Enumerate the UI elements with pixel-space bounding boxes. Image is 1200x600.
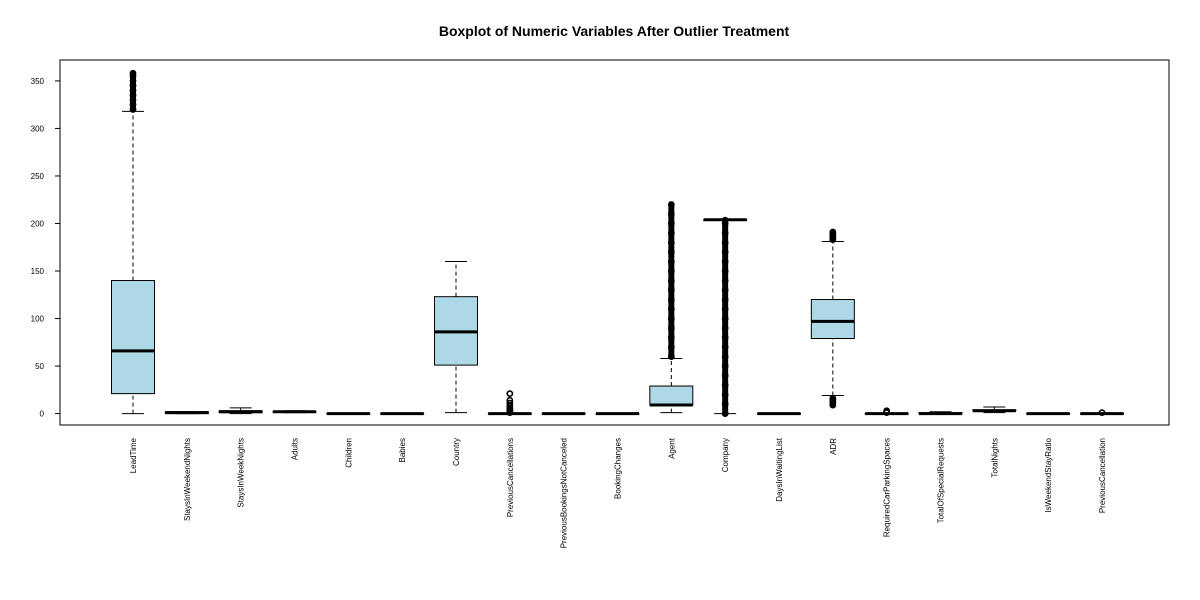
y-tick-label: 150 xyxy=(31,267,45,276)
outlier-point xyxy=(883,407,891,415)
box-PreviousCancellations xyxy=(487,390,532,417)
x-tick-label: StaysInWeekendNights xyxy=(183,438,192,521)
y-axis: 0 50 100 150 200 250 300 350 xyxy=(31,77,61,419)
box-PreviousCancellation xyxy=(1080,409,1124,417)
y-tick-label: 350 xyxy=(31,77,45,86)
x-tick-label: Children xyxy=(344,438,353,468)
y-tick-label: 200 xyxy=(31,219,45,228)
x-tick-label: RequiredCarParkingSpaces xyxy=(883,438,892,537)
box-Children xyxy=(326,412,371,416)
box-TotalNights xyxy=(972,406,1017,414)
x-tick-label: Country xyxy=(452,438,461,466)
box-BookingChanges xyxy=(595,412,640,416)
x-tick-label: BookingChanges xyxy=(614,438,623,499)
box-PreviousBookingsNotCanceled xyxy=(541,412,586,416)
x-tick-label: TotalNights xyxy=(990,438,999,478)
box-IsWeekendStayRatio xyxy=(1026,412,1071,416)
plot-frame xyxy=(59,59,1170,426)
x-tick-label: TotalOfSpecialRequests xyxy=(937,438,946,523)
x-tick-label: PreviousCancellations xyxy=(506,438,515,517)
y-tick-label: 300 xyxy=(31,124,45,133)
x-tick-label: StaysInWeekNights xyxy=(237,438,246,508)
box-RequiredCarParkingSpaces xyxy=(864,407,909,417)
x-tick-label: Company xyxy=(721,438,730,472)
x-tick-label: Babies xyxy=(398,438,407,462)
x-tick-label: Agent xyxy=(667,437,676,459)
box-TotalOfSpecialRequests xyxy=(918,411,963,416)
x-tick-label: ADR xyxy=(829,438,838,455)
outlier-point xyxy=(506,390,514,398)
box-ADR xyxy=(810,228,855,409)
outlier-point xyxy=(1098,409,1106,417)
box-LeadTime xyxy=(111,69,155,415)
outlier-point xyxy=(506,399,514,407)
box-StaysInWeekendNights xyxy=(164,411,209,415)
x-axis-labels: LeadTime StaysInWeekendNights StaysInWeekN… xyxy=(129,437,1107,548)
y-tick-label: 100 xyxy=(31,315,45,324)
x-tick-label: PreviousCancellation xyxy=(1098,438,1107,513)
x-tick-label: IsWeekendStayRatio xyxy=(1044,437,1053,512)
box-Adults xyxy=(272,410,317,414)
chart-title: Boxplot of Numeric Variables After Outli… xyxy=(439,23,790,39)
x-tick-label: PreviousBookingsNotCanceled xyxy=(560,438,569,548)
x-tick-label: LeadTime xyxy=(129,437,138,473)
iqr-box xyxy=(649,385,694,406)
box-DaysInWaitingList xyxy=(757,412,801,416)
boxes-group xyxy=(111,69,1124,417)
x-tick-label: DaysInWaitingList xyxy=(775,437,784,502)
y-tick-label: 0 xyxy=(40,410,45,419)
box-Country xyxy=(434,261,478,414)
iqr-box xyxy=(111,280,155,395)
iqr-box xyxy=(810,299,855,340)
y-tick-label: 250 xyxy=(31,172,45,181)
box-StaysInWeekNights xyxy=(218,407,263,415)
x-tick-label: Adults xyxy=(291,438,300,460)
outlier-point xyxy=(506,396,514,404)
box-Babies xyxy=(380,412,425,416)
y-tick-label: 50 xyxy=(35,362,44,371)
